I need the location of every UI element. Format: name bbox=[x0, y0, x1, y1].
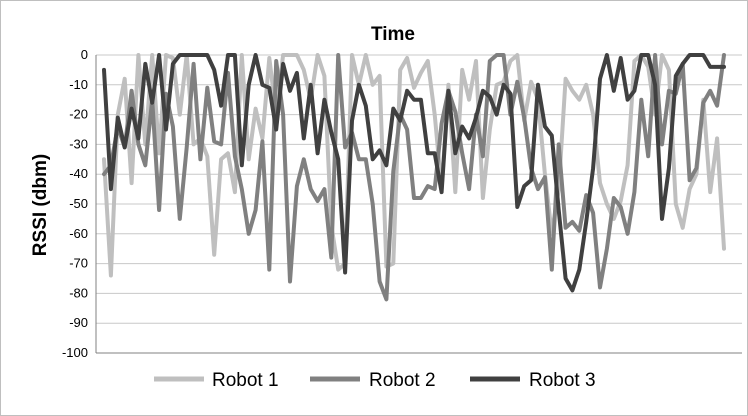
y-tick-labels: 0 -10 -20 -30 -40 -50 -60 -70 -80 -90 -100 bbox=[62, 47, 88, 360]
y-tick-label: -90 bbox=[69, 315, 88, 330]
axes bbox=[95, 55, 742, 354]
y-tick-label: -40 bbox=[69, 166, 88, 181]
legend-label-robot-2: Robot 2 bbox=[369, 370, 436, 391]
series-line-robot-2 bbox=[102, 53, 726, 302]
y-tick-label: -60 bbox=[69, 226, 88, 241]
y-tick-label: -70 bbox=[69, 256, 88, 271]
series-line-robot-3 bbox=[102, 53, 726, 293]
y-tick-label: -20 bbox=[69, 107, 88, 122]
chart-title: Time bbox=[371, 24, 415, 45]
legend-label-robot-3: Robot 3 bbox=[529, 370, 596, 391]
y-tick-label: -100 bbox=[62, 345, 88, 360]
y-axis-label: RSSI (dbm) bbox=[30, 154, 51, 256]
legend-label-robot-1: Robot 1 bbox=[212, 370, 279, 391]
y-tick-label: -50 bbox=[69, 196, 88, 211]
y-tick-label: 0 bbox=[81, 47, 88, 62]
y-tick-label: -80 bbox=[69, 285, 88, 300]
y-tick-label: -30 bbox=[69, 136, 88, 151]
y-tick-label: -10 bbox=[69, 77, 88, 92]
series-lines bbox=[102, 53, 726, 302]
series-line-robot-1 bbox=[102, 53, 726, 278]
legend: Robot 1 Robot 2 Robot 3 bbox=[154, 370, 596, 391]
